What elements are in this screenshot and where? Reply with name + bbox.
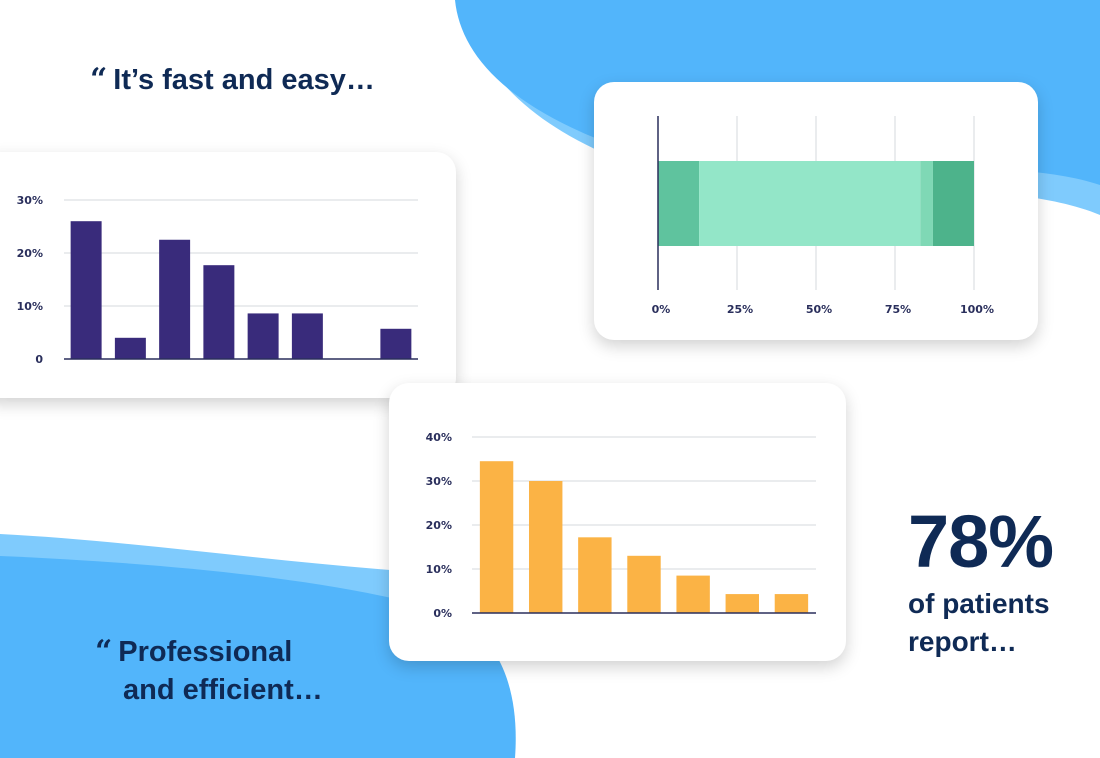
bar (70, 221, 102, 359)
green-stacked-bar-chart: 0% 25% 50% 75% 100% (652, 116, 994, 316)
y-tick-label: 30% (17, 194, 43, 207)
x-tick-label: 100% (960, 303, 994, 316)
quote-text-line2: and efficient… (123, 673, 323, 706)
quote-mark-icon: “ (90, 62, 108, 97)
quote-mark-icon: “ (95, 634, 113, 669)
bar (774, 594, 809, 613)
x-tick-label: 0% (652, 303, 671, 316)
orange-bar-chart: 0% 10% 20% 30% 40% (426, 431, 816, 620)
x-tick-label: 25% (727, 303, 753, 316)
bar (725, 594, 759, 613)
bar (578, 537, 612, 613)
bottom-left-blob (0, 556, 516, 758)
bar (291, 313, 323, 359)
bar (247, 313, 279, 359)
bar-segment (699, 161, 921, 246)
y-tick-label: 20% (426, 519, 452, 532)
bar (380, 328, 412, 359)
bar (627, 555, 661, 613)
bar (159, 239, 191, 359)
quote-text-line1: Professional (118, 636, 293, 668)
stat-value: 78% (908, 500, 1054, 583)
y-tick-label: 10% (426, 563, 452, 576)
x-tick-label: 75% (885, 303, 911, 316)
bar (676, 575, 710, 613)
bar (529, 481, 563, 613)
stat-line1: of patients (908, 588, 1050, 619)
y-tick-label: 10% (17, 300, 43, 313)
chart-card-purple: 0 10% 20% 30% (0, 152, 456, 398)
bar-segment (658, 161, 700, 246)
patient-stat: 78% of patients report… (908, 500, 1054, 661)
y-tick-label: 20% (17, 247, 43, 260)
stat-line2: report… (908, 625, 1017, 657)
chart-card-orange: 0% 10% 20% 30% 40% (389, 383, 846, 661)
bar (114, 337, 146, 359)
y-tick-label: 0% (433, 607, 452, 620)
y-tick-label: 30% (426, 475, 452, 488)
chart-card-green: 0% 25% 50% 75% 100% (594, 82, 1038, 340)
y-tick-label: 0 (35, 353, 43, 366)
quote-professional: “Professional and efficient… (95, 632, 355, 709)
y-tick-label: 40% (426, 431, 452, 444)
purple-bar-chart: 0 10% 20% 30% (17, 194, 418, 366)
bar (479, 461, 514, 613)
bar-segment (920, 161, 933, 246)
quote-text: It’s fast and easy… (113, 64, 375, 96)
bar-segment (932, 161, 974, 246)
bar (203, 265, 235, 359)
x-tick-label: 50% (806, 303, 832, 316)
quote-fast-easy: “It’s fast and easy… (90, 60, 375, 100)
